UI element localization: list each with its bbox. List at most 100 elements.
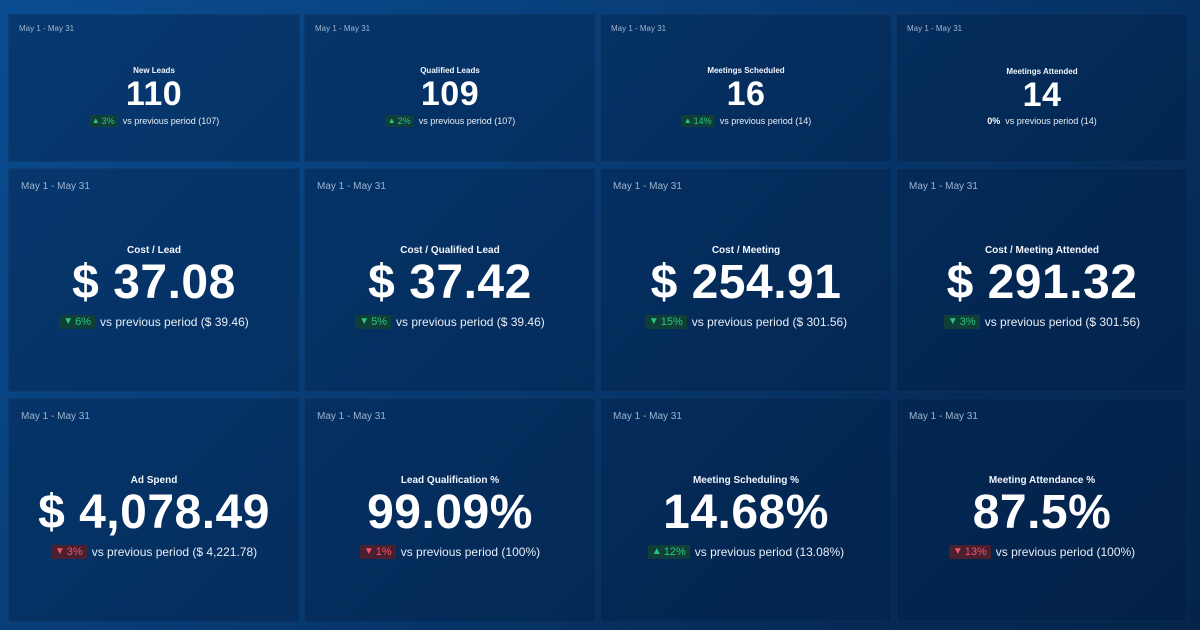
change-badge: 0% xyxy=(987,116,1000,126)
metric-title: Meeting Attendance % xyxy=(988,475,1096,487)
trend-down-icon: ▼ xyxy=(947,316,958,328)
trend-down-icon: ▼ xyxy=(952,546,963,558)
change-percent: 12% xyxy=(663,545,686,558)
date-range: May 1 - May 31 xyxy=(907,24,963,33)
metric-body: Qualified Leads 109 ▲ 2% vs previous per… xyxy=(305,15,595,161)
comparison-text: vs previous period (14) xyxy=(1005,115,1097,126)
metric-body: Meeting Scheduling % 14.68% ▲ 12% vs pre… xyxy=(601,399,891,621)
comparison-text: vs previous period (107) xyxy=(122,115,220,126)
change-percent: 13% xyxy=(964,545,987,558)
metric-comparison: ▲ 12% vs previous period (13.08%) xyxy=(647,544,844,559)
metric-body: Meetings Scheduled 16 ▲ 14% vs previous … xyxy=(601,15,891,161)
metric-tile-lead-qualification-rate[interactable]: May 1 - May 31 Lead Qualification % 99.0… xyxy=(304,398,596,622)
change-badge: ▼ 3% xyxy=(943,314,980,329)
trend-up-icon: ▲ xyxy=(683,116,692,125)
change-percent: 3% xyxy=(66,545,83,558)
metric-title: New Leads xyxy=(133,65,175,75)
change-percent: 3% xyxy=(101,115,115,126)
metric-value: 16 xyxy=(726,74,766,113)
comparison-text: vs previous period ($ 4,221.78) xyxy=(91,544,258,559)
change-badge: ▼ 15% xyxy=(644,314,687,329)
trend-down-icon: ▼ xyxy=(63,316,74,328)
metric-value: 14.68% xyxy=(663,486,829,540)
metric-body: Cost / Meeting $ 254.91 ▼ 15% vs previou… xyxy=(601,169,891,391)
date-range: May 1 - May 31 xyxy=(21,411,90,422)
metric-body: Lead Qualification % 99.09% ▼ 1% vs prev… xyxy=(305,399,595,621)
metric-body: Ad Spend $ 4,078.49 ▼ 3% vs previous per… xyxy=(9,399,299,621)
metric-tile-cost-per-qualified-lead[interactable]: May 1 - May 31 Cost / Qualified Lead $ 3… xyxy=(304,168,596,392)
date-range: May 1 - May 31 xyxy=(317,411,386,422)
metric-tile-meeting-attendance-rate[interactable]: May 1 - May 31 Meeting Attendance % 87.5… xyxy=(896,398,1188,622)
metric-title: Cost / Meeting xyxy=(711,245,781,257)
date-range: May 1 - May 31 xyxy=(909,411,978,422)
date-range: May 1 - May 31 xyxy=(909,181,978,192)
change-badge: ▼ 5% xyxy=(355,314,392,329)
date-range: May 1 - May 31 xyxy=(19,24,75,33)
metric-tile-cost-per-lead[interactable]: May 1 - May 31 Cost / Lead $ 37.08 ▼ 6% … xyxy=(8,168,300,392)
dashboard-grid: May 1 - May 31 New Leads 110 ▲ 3% vs pre… xyxy=(8,14,1192,622)
metric-title: Lead Qualification % xyxy=(400,475,500,487)
metric-tile-meetings-scheduled[interactable]: May 1 - May 31 Meetings Scheduled 16 ▲ 1… xyxy=(600,14,892,162)
trend-down-icon: ▼ xyxy=(54,546,65,558)
metric-value: 109 xyxy=(420,74,480,113)
change-badge: ▼ 13% xyxy=(948,544,991,559)
metric-tile-qualified-leads[interactable]: May 1 - May 31 Qualified Leads 109 ▲ 2% … xyxy=(304,14,596,162)
change-percent: 5% xyxy=(371,315,388,328)
metric-title: Ad Spend xyxy=(130,475,178,487)
change-percent: 2% xyxy=(397,115,411,126)
trend-down-icon: ▼ xyxy=(648,316,659,328)
metric-body: Meetings Attended 14 0% vs previous peri… xyxy=(897,15,1187,161)
metric-title: Cost / Lead xyxy=(127,245,181,257)
comparison-text: vs previous period ($ 301.56) xyxy=(984,314,1141,329)
metric-value: 14 xyxy=(1022,75,1062,114)
change-badge: ▲ 2% xyxy=(384,114,414,127)
metric-tile-meetings-attended[interactable]: May 1 - May 31 Meetings Attended 14 0% v… xyxy=(896,14,1188,162)
trend-up-icon: ▲ xyxy=(387,116,396,125)
metric-tile-ad-spend[interactable]: May 1 - May 31 Ad Spend $ 4,078.49 ▼ 3% … xyxy=(8,398,300,622)
comparison-text: vs previous period ($ 39.46) xyxy=(100,314,249,329)
date-range: May 1 - May 31 xyxy=(611,24,667,33)
metric-value: 110 xyxy=(125,74,183,113)
metric-title: Meeting Scheduling % xyxy=(692,475,800,487)
metric-title: Meetings Scheduled xyxy=(707,65,785,75)
metric-tile-cost-per-meeting-attended[interactable]: May 1 - May 31 Cost / Meeting Attended $… xyxy=(896,168,1188,392)
change-percent: 6% xyxy=(75,315,92,328)
trend-down-icon: ▼ xyxy=(359,316,370,328)
date-range: May 1 - May 31 xyxy=(613,181,682,192)
metric-comparison: ▲ 3% vs previous period (107) xyxy=(88,114,220,127)
metric-tile-new-leads[interactable]: May 1 - May 31 New Leads 110 ▲ 3% vs pre… xyxy=(8,14,300,162)
change-percent: 3% xyxy=(959,315,976,328)
change-badge: ▼ 6% xyxy=(59,314,96,329)
comparison-text: vs previous period (100%) xyxy=(400,544,541,559)
metric-value: $ 254.91 xyxy=(650,256,842,310)
comparison-text: vs previous period ($ 301.56) xyxy=(691,314,848,329)
metric-comparison: ▼ 5% vs previous period ($ 39.46) xyxy=(355,314,545,329)
change-percent: 1% xyxy=(375,545,392,558)
change-badge: ▼ 3% xyxy=(50,544,87,559)
metric-value: 99.09% xyxy=(367,486,533,540)
trend-down-icon: ▼ xyxy=(363,546,374,558)
comparison-text: vs previous period ($ 39.46) xyxy=(396,314,545,329)
metric-comparison: ▼ 1% vs previous period (100%) xyxy=(359,544,541,559)
change-percent: 15% xyxy=(660,315,683,328)
metric-comparison: 0% vs previous period (14) xyxy=(987,116,1097,126)
change-percent: 0% xyxy=(987,115,1001,126)
date-range: May 1 - May 31 xyxy=(613,411,682,422)
metric-tile-meeting-scheduling-rate[interactable]: May 1 - May 31 Meeting Scheduling % 14.6… xyxy=(600,398,892,622)
date-range: May 1 - May 31 xyxy=(21,181,90,192)
metric-body: Cost / Meeting Attended $ 291.32 ▼ 3% vs… xyxy=(897,169,1187,391)
metric-body: Cost / Qualified Lead $ 37.42 ▼ 5% vs pr… xyxy=(305,169,595,391)
trend-up-icon: ▲ xyxy=(651,546,662,558)
change-percent: 14% xyxy=(693,115,712,126)
change-badge: ▲ 12% xyxy=(647,544,690,559)
change-badge: ▲ 14% xyxy=(680,114,715,127)
metric-comparison: ▼ 3% vs previous period ($ 301.56) xyxy=(943,314,1141,329)
metric-title: Cost / Meeting Attended xyxy=(984,245,1100,257)
metric-body: Meeting Attendance % 87.5% ▼ 13% vs prev… xyxy=(897,399,1187,621)
metric-value: 87.5% xyxy=(972,486,1112,540)
metric-tile-cost-per-meeting[interactable]: May 1 - May 31 Cost / Meeting $ 254.91 ▼… xyxy=(600,168,892,392)
metric-comparison: ▼ 15% vs previous period ($ 301.56) xyxy=(644,314,848,329)
metric-comparison: ▼ 13% vs previous period (100%) xyxy=(948,544,1136,559)
comparison-text: vs previous period (100%) xyxy=(995,544,1136,559)
metric-value: $ 37.08 xyxy=(72,256,236,310)
